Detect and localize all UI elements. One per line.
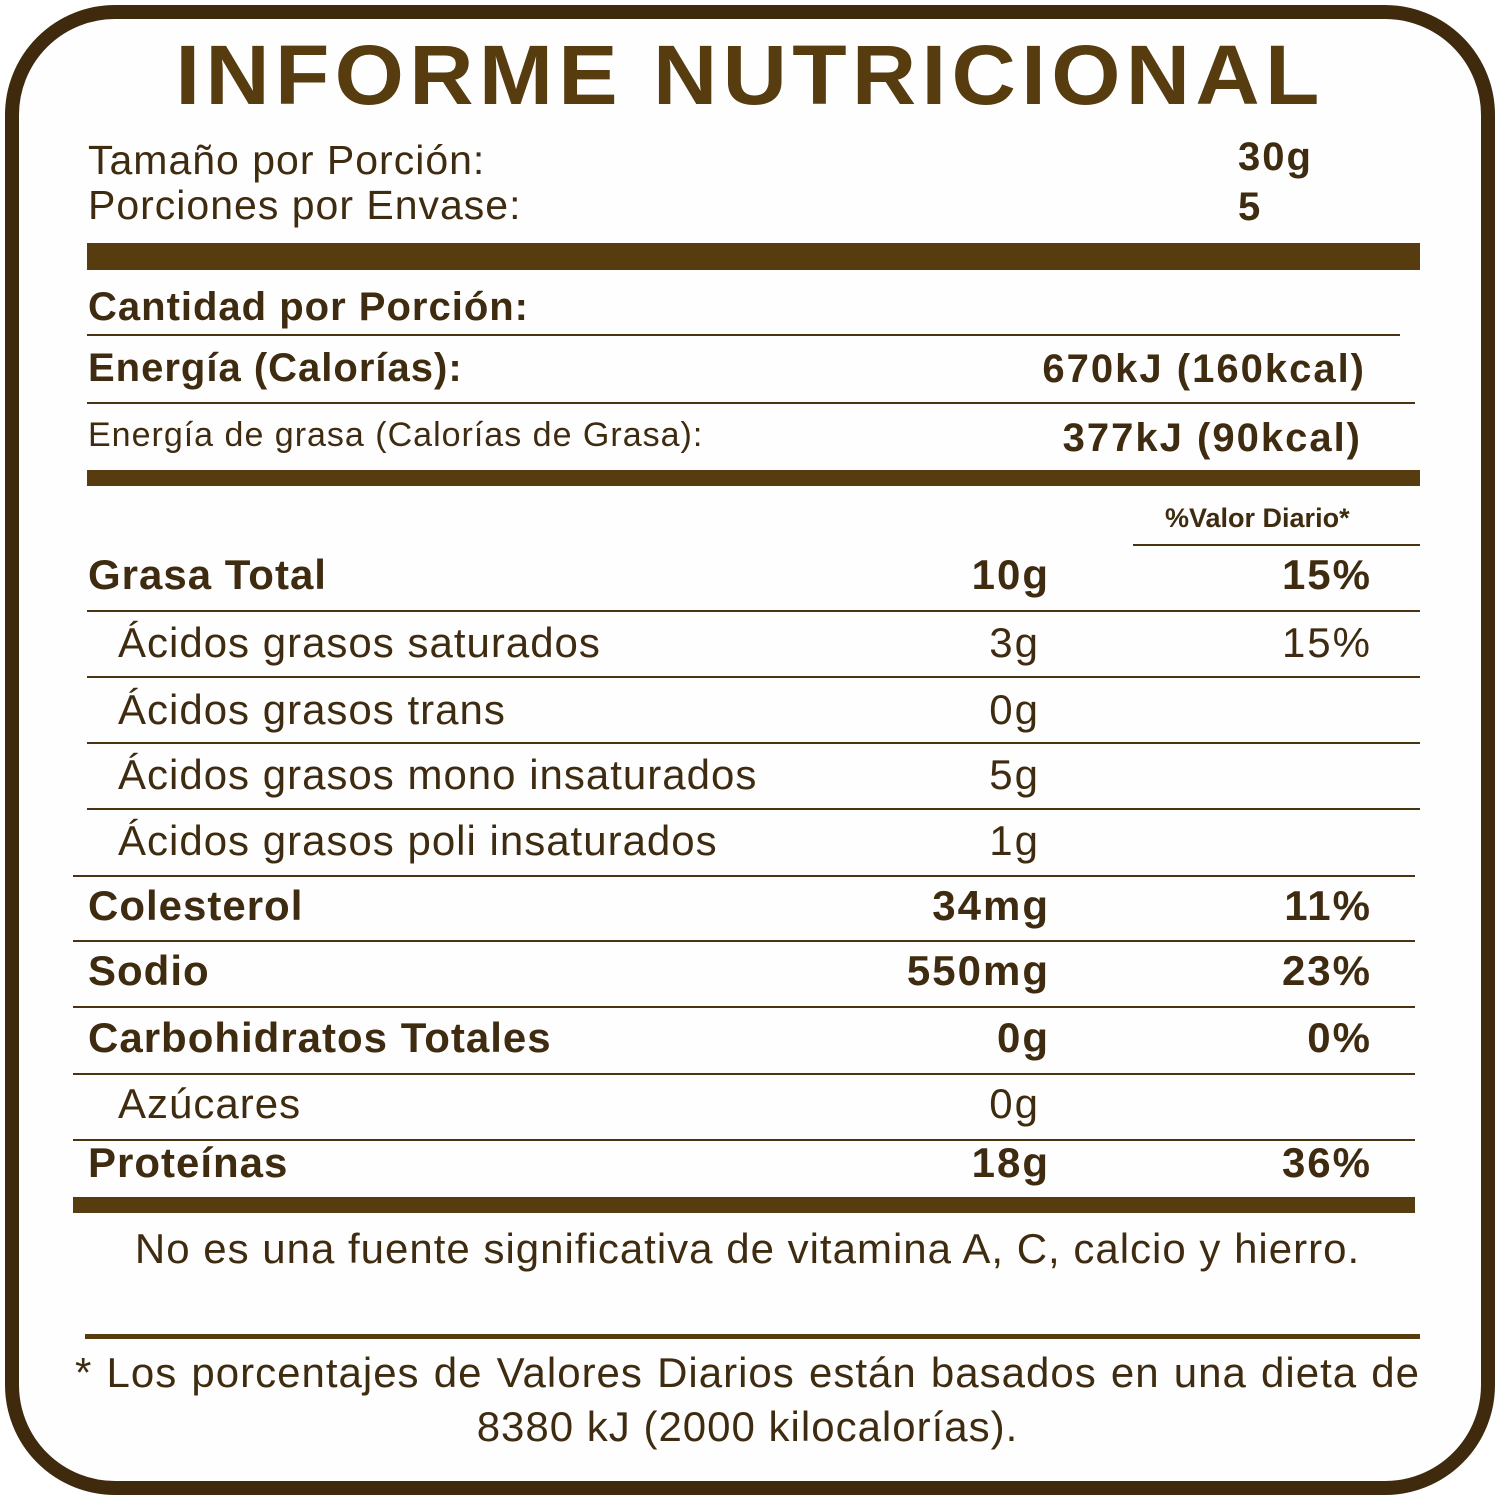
nutrient-amount: 10g bbox=[971, 551, 1050, 598]
nutrient-amount: 0g bbox=[989, 686, 1040, 733]
divider bbox=[73, 875, 1415, 877]
fat-energy-value: 377kJ (90kcal) bbox=[1062, 416, 1362, 460]
nutrient-amount: 18g bbox=[971, 1139, 1050, 1186]
amount-per-serving: Cantidad por Porción: bbox=[88, 285, 529, 329]
divider bbox=[73, 1006, 1415, 1008]
nutrient-name: Proteínas bbox=[88, 1139, 289, 1186]
divider bbox=[73, 1139, 1415, 1141]
nutrient-name: Carbohidratos Totales bbox=[88, 1014, 552, 1061]
divider-thick bbox=[87, 243, 1420, 270]
divider bbox=[85, 1334, 1420, 1339]
nutrient-name: Ácidos grasos saturados bbox=[118, 619, 601, 666]
nutrient-amount: 0g bbox=[996, 1014, 1050, 1061]
page-title: INFORME NUTRICIONAL bbox=[175, 28, 1325, 122]
energy-label: Energía (Calorías): bbox=[88, 346, 463, 390]
nutrient-daily-value: 11% bbox=[1284, 882, 1372, 929]
nutrient-name: Grasa Total bbox=[88, 551, 327, 598]
nutrient-daily-value: 15% bbox=[1281, 619, 1372, 666]
servings-per-container-value: 5 bbox=[1238, 185, 1263, 229]
divider-thick bbox=[73, 1197, 1415, 1213]
nutrient-name: Ácidos grasos poli insaturados bbox=[118, 817, 718, 864]
serving-size-value: 30g bbox=[1238, 135, 1313, 179]
divider-thick bbox=[87, 470, 1420, 486]
vitamin-note: No es una fuente significativa de vitami… bbox=[134, 1225, 1361, 1272]
divider bbox=[73, 1073, 1415, 1075]
divider bbox=[87, 334, 1400, 336]
energy-value: 670kJ (160kcal) bbox=[1042, 347, 1366, 391]
nutrient-amount: 5g bbox=[989, 751, 1040, 798]
serving-size-label: Tamaño por Porción: bbox=[88, 137, 486, 183]
nutrient-name: Colesterol bbox=[88, 882, 304, 929]
divider bbox=[73, 940, 1415, 942]
nutrient-amount: 0g bbox=[989, 1080, 1040, 1127]
daily-value-header: %Valor Diario* bbox=[1165, 503, 1350, 533]
fat-energy-label: Energía de grasa (Calorías de Grasa): bbox=[88, 416, 704, 454]
nutrient-daily-value: 23% bbox=[1281, 947, 1372, 994]
footnote: * Los porcentajes de Valores Diarios est… bbox=[75, 1349, 1420, 1450]
divider bbox=[1133, 544, 1420, 546]
nutrient-name: Ácidos grasos trans bbox=[118, 686, 506, 733]
nutrient-name: Sodio bbox=[88, 947, 210, 994]
servings-per-container-label: Porciones por Envase: bbox=[88, 182, 522, 228]
nutrient-name: Azúcares bbox=[118, 1080, 302, 1127]
nutrient-daily-value: 15% bbox=[1281, 551, 1372, 598]
nutrient-amount: 34mg bbox=[932, 882, 1050, 929]
nutrient-daily-value: 0% bbox=[1307, 1014, 1372, 1061]
divider bbox=[87, 742, 1420, 744]
divider bbox=[87, 402, 1415, 404]
nutrient-name: Ácidos grasos mono insaturados bbox=[118, 751, 758, 798]
nutrient-amount: 550mg bbox=[906, 947, 1050, 994]
divider bbox=[87, 610, 1420, 612]
divider bbox=[87, 676, 1420, 678]
divider bbox=[87, 808, 1420, 810]
nutrient-amount: 1g bbox=[989, 817, 1040, 864]
nutrient-daily-value: 36% bbox=[1281, 1139, 1372, 1186]
nutrient-amount: 3g bbox=[989, 619, 1040, 666]
